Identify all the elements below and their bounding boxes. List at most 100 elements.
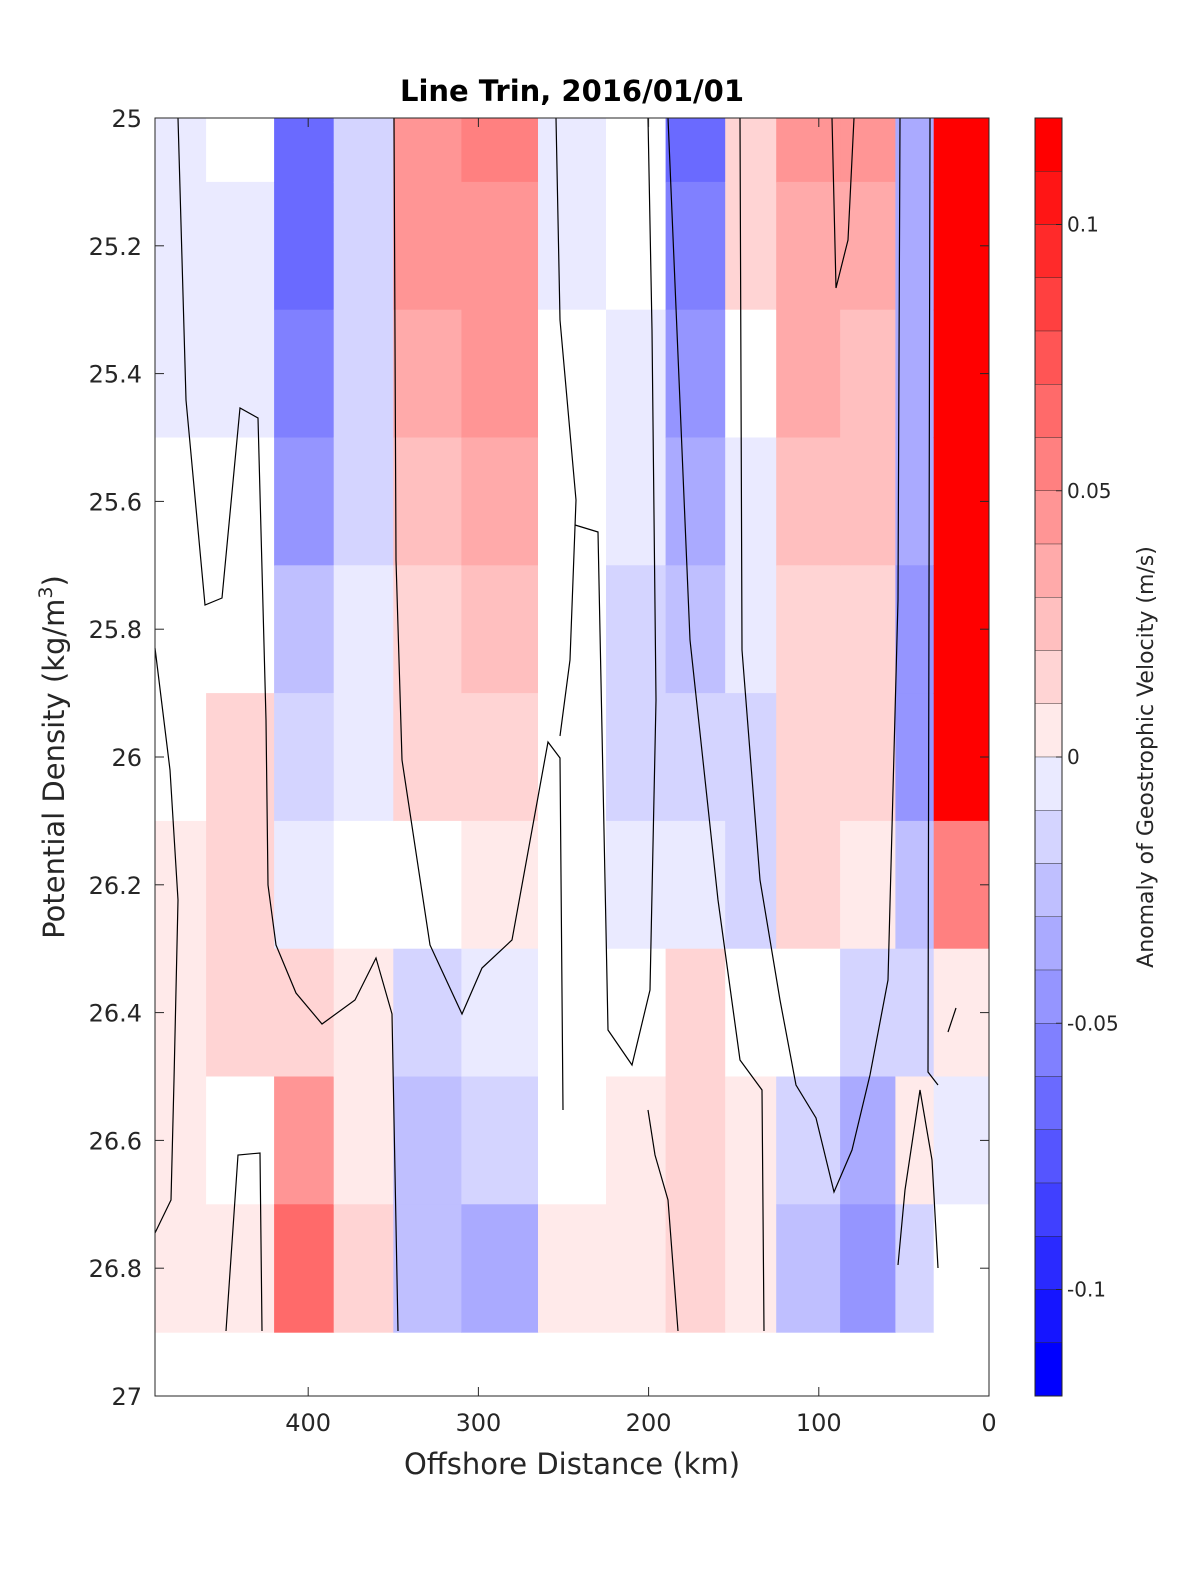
field-cell [461, 1076, 539, 1205]
field-cell [461, 437, 539, 566]
field-cell [538, 118, 607, 183]
field-cell [933, 1204, 989, 1333]
field-cell [725, 309, 777, 439]
field-cell [895, 309, 935, 439]
field-cell [393, 181, 462, 311]
colorbar-tick-label: -0.05 [1067, 1011, 1119, 1035]
colorbar-tick-label: 0.05 [1067, 479, 1112, 503]
field-cell [606, 118, 667, 183]
field-cell [776, 1204, 841, 1333]
field-cell [393, 948, 462, 1078]
field-cell [725, 118, 777, 183]
field-cell [274, 948, 335, 1078]
field-cell [206, 1204, 275, 1333]
field-cell [461, 1204, 539, 1333]
field-cell [840, 693, 896, 822]
field-cell [776, 437, 841, 566]
x-tick-label: 200 [626, 1409, 672, 1437]
colorbar-swatch [1034, 1182, 1063, 1237]
colorbar-swatch [1034, 650, 1063, 704]
y-tick-label: 25.4 [89, 361, 142, 389]
x-tick-label: 0 [981, 1409, 996, 1437]
field-cell [206, 1076, 275, 1205]
field-cell [461, 948, 539, 1078]
zero-contour [739, 117, 901, 1194]
colorbar-ticks: 0.1 0.05 0 -0.05 -0.1 [1056, 213, 1119, 1302]
field-cell [538, 693, 607, 822]
field-cell [155, 118, 207, 183]
field-cell [206, 309, 275, 439]
field-cell [206, 118, 275, 183]
zero-contour [647, 1109, 679, 1332]
field-cell [840, 309, 896, 439]
y-tick-label: 26.6 [89, 1127, 142, 1155]
field-cell [895, 565, 935, 694]
field-cell [393, 565, 462, 694]
y-tick-label: 25.2 [89, 233, 142, 261]
field-cell [206, 693, 275, 822]
colorbar-swatch [1034, 969, 1063, 1024]
colorbar-swatch [1034, 170, 1063, 225]
field-cell [776, 820, 841, 950]
field-cell [840, 820, 896, 950]
colorbar-swatch [1034, 1342, 1063, 1397]
x-tick-label: 300 [455, 1409, 501, 1437]
field-cell [895, 437, 935, 566]
field-cell [538, 1204, 607, 1333]
field-cell [333, 948, 394, 1078]
colorbar-swatch [1034, 277, 1063, 332]
y-tick-label: 25 [111, 105, 142, 133]
field-cell [840, 565, 896, 694]
field-cell [393, 1076, 462, 1205]
field-cell [606, 1204, 667, 1333]
field-cell [895, 1076, 935, 1205]
zero-contour [831, 117, 855, 289]
velocity-field [155, 118, 989, 1333]
x-tick-label: 100 [796, 1409, 842, 1437]
field-cell [461, 820, 539, 950]
x-axis-label: Offshore Distance (km) [404, 1447, 740, 1481]
y-tick-label: 26.4 [89, 1000, 142, 1028]
field-cell [933, 437, 989, 566]
x-tick-label: 400 [285, 1409, 331, 1437]
colorbar-swatch [1034, 330, 1063, 385]
y-axis-label: Potential Density (kg/m3) [35, 575, 71, 939]
field-cell [274, 1204, 335, 1333]
y-tick-label: 26.2 [89, 872, 142, 900]
field-cell [206, 437, 275, 566]
zero-contour [574, 117, 657, 1067]
field-cell [606, 693, 667, 822]
field-cell [333, 1204, 394, 1333]
field-cell [665, 1204, 726, 1333]
field-cell [933, 948, 989, 1078]
field-cell [461, 181, 539, 311]
field-cell [274, 1076, 335, 1205]
colorbar-swatch [1034, 117, 1063, 172]
field-cell [933, 309, 989, 439]
field-cell [665, 948, 726, 1078]
field-cell [840, 118, 896, 183]
field-cell [933, 118, 989, 183]
field-cell [840, 948, 896, 1078]
zero-contour [154, 647, 179, 1234]
field-cell [606, 437, 667, 566]
field-cell [333, 437, 394, 566]
field-cell [933, 565, 989, 694]
zero-contour [947, 1007, 957, 1033]
y-axis-label-superscript: 3 [35, 586, 57, 598]
colorbar-label: Anomaly of Geostrophic Velocity (m/s) [1134, 546, 1159, 968]
field-cell [840, 1204, 896, 1333]
zero-contour [897, 1089, 939, 1269]
field-cell [895, 118, 935, 183]
colorbar-swatch [1034, 1289, 1063, 1343]
field-cell [274, 693, 335, 822]
field-cell [606, 820, 667, 950]
colorbar-tick-label: 0 [1067, 745, 1080, 769]
field-cell [274, 118, 335, 183]
field-cell [393, 309, 462, 439]
field-cell [333, 118, 394, 183]
y-tick-label: 26 [111, 744, 142, 772]
colorbar-swatch [1034, 224, 1063, 278]
colorbar-swatch [1034, 810, 1063, 864]
